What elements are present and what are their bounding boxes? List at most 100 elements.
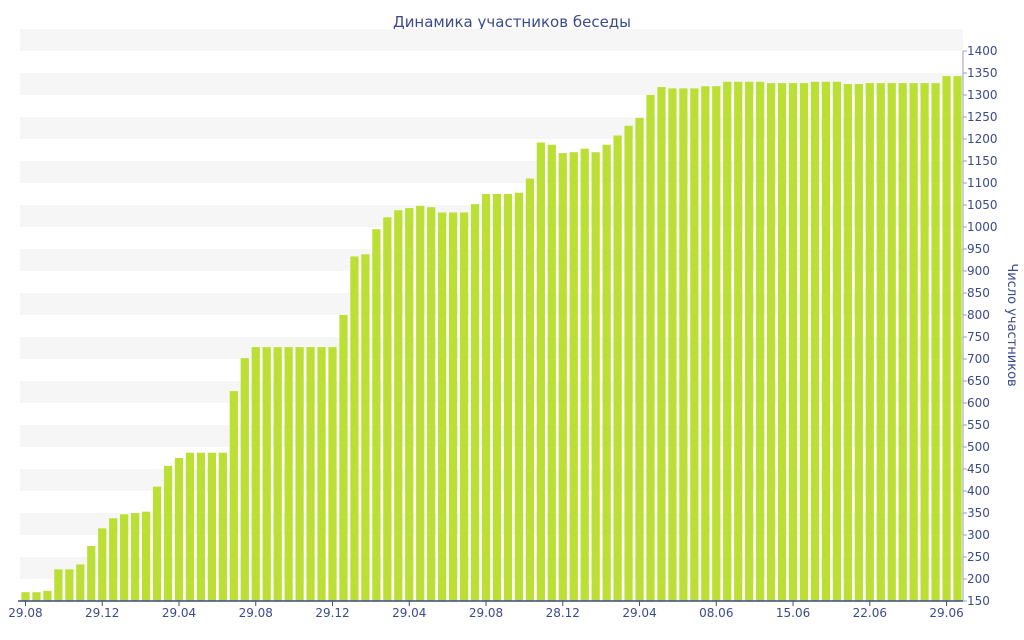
bar[interactable] [909,83,918,602]
bar[interactable] [459,212,469,602]
x-tick-label: 29.04 [392,606,426,620]
bar[interactable] [843,84,852,601]
bar[interactable] [810,81,820,602]
bar[interactable] [87,546,96,601]
bar[interactable] [273,347,282,601]
bar[interactable] [525,178,534,601]
bar[interactable] [21,592,30,601]
bar[interactable] [942,76,951,601]
bar[interactable] [898,83,907,602]
bar[interactable] [832,81,842,602]
grid-band [20,117,963,139]
bar[interactable] [635,117,644,601]
y-tick-label: 900 [967,264,990,278]
bar[interactable] [185,452,195,601]
grid-band [20,513,963,535]
bar[interactable] [767,83,776,602]
bar[interactable] [43,590,52,601]
bar[interactable] [865,83,874,602]
bar[interactable] [470,204,480,601]
bar[interactable] [317,347,326,601]
bar[interactable] [624,125,633,602]
bar[interactable] [723,81,732,602]
bar[interactable] [788,83,798,602]
bar[interactable] [306,347,315,601]
y-tick-label: 1000 [967,220,998,234]
bar[interactable] [120,514,129,601]
bar[interactable] [734,81,743,602]
y-tick-label: 800 [967,308,990,322]
bar[interactable] [613,135,622,602]
bar[interactable] [953,76,962,601]
bar[interactable] [372,229,381,601]
grid-band [20,73,963,95]
bar[interactable] [32,592,41,601]
bar[interactable] [427,207,436,601]
bar[interactable] [591,152,600,601]
grid-band [20,381,963,403]
bar[interactable] [229,391,238,601]
bar[interactable] [251,347,260,601]
bar[interactable] [887,83,896,602]
bar[interactable] [141,511,151,601]
bar[interactable] [405,208,414,601]
bar[interactable] [152,486,162,601]
bar[interactable] [131,513,140,601]
bar[interactable] [449,212,458,602]
bar[interactable] [98,528,107,601]
bar[interactable] [503,194,513,601]
bar[interactable] [536,142,545,601]
bar[interactable] [547,144,556,601]
bar[interactable] [602,144,611,601]
bar[interactable] [657,87,666,601]
y-tick-label: 750 [967,330,990,344]
bar[interactable] [876,83,885,602]
bar[interactable] [109,518,118,601]
bar[interactable] [854,84,863,601]
bar[interactable] [328,347,337,601]
y-tick-label: 400 [967,484,990,498]
bar[interactable] [931,83,940,602]
bar[interactable] [350,256,359,601]
y-tick-label: 1050 [967,198,998,212]
bar[interactable] [821,81,831,602]
bar[interactable] [646,95,655,601]
bar[interactable] [339,315,348,601]
bar[interactable] [558,153,567,601]
bar[interactable] [756,81,765,602]
bar[interactable] [383,217,392,601]
y-tick-label: 650 [967,374,990,388]
bar[interactable] [481,194,491,601]
bar[interactable] [569,152,578,601]
bar[interactable] [701,86,710,601]
bar[interactable] [284,347,293,601]
bar[interactable] [514,192,524,601]
bar[interactable] [196,452,206,601]
bar[interactable] [54,569,63,601]
x-tick-label: 29.04 [162,606,196,620]
bar[interactable] [394,210,403,601]
bar[interactable] [920,83,929,602]
bar[interactable] [690,88,699,601]
bar[interactable] [438,212,447,602]
bar[interactable] [76,564,85,601]
bar[interactable] [580,148,589,601]
bar[interactable] [668,88,677,601]
bar[interactable] [492,194,502,601]
bar[interactable] [416,205,425,601]
bar[interactable] [712,86,721,601]
bar[interactable] [65,569,74,601]
bar[interactable] [799,83,809,602]
grid-band [20,205,963,227]
bar[interactable] [163,465,173,601]
bar[interactable] [218,452,227,601]
bar[interactable] [240,358,249,601]
bar[interactable] [745,81,754,602]
bar[interactable] [361,254,370,601]
bar[interactable] [207,452,216,601]
bar[interactable] [679,88,688,601]
bar[interactable] [174,458,184,601]
bar[interactable] [262,347,271,601]
bar[interactable] [295,347,304,601]
bar[interactable] [777,83,787,602]
